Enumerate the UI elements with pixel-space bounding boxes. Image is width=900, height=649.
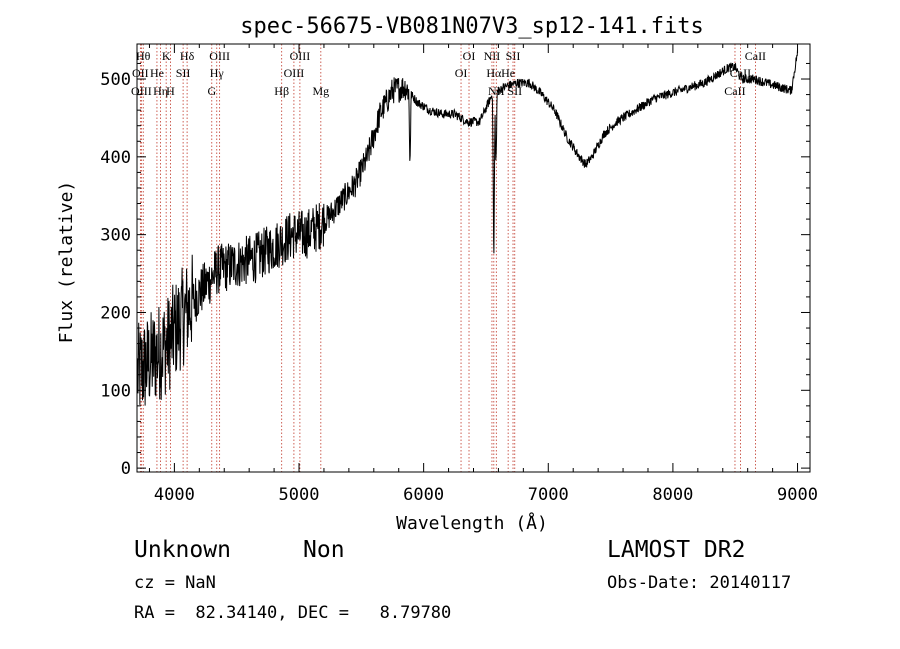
line-marker-label: Hγ bbox=[210, 66, 225, 80]
line-marker-label: OII bbox=[132, 66, 149, 80]
line-marker-label: Mg bbox=[312, 84, 329, 98]
spectrum-polyline bbox=[137, 49, 798, 406]
object-class: Unknown bbox=[134, 537, 231, 563]
line-marker-label: He bbox=[501, 66, 515, 80]
line-marker-label: Hδ bbox=[180, 49, 195, 63]
x-tick-label: 4000 bbox=[154, 485, 195, 505]
object-subclass: Non bbox=[303, 537, 345, 563]
line-marker-label: OI bbox=[463, 49, 476, 63]
chart-title: spec-56675-VB081N07V3_sp12-141.fits bbox=[240, 14, 704, 39]
y-tick-label: 0 bbox=[121, 459, 131, 479]
line-marker-label: K bbox=[162, 49, 171, 63]
line-marker-label: He bbox=[150, 66, 164, 80]
y-tick-label: 100 bbox=[100, 381, 131, 401]
observation-date: Obs-Date: 20140117 bbox=[607, 573, 792, 593]
line-marker-label: OI bbox=[455, 66, 468, 80]
x-axis-ticks: 4000 5000 6000 7000 8000 9000 bbox=[148, 44, 818, 505]
line-marker-label: Hα bbox=[486, 66, 502, 80]
x-tick-label: 8000 bbox=[652, 485, 693, 505]
line-marker-label: CaII bbox=[745, 49, 766, 63]
line-marker-label: Hβ bbox=[274, 84, 289, 98]
line-marker-label: OIII bbox=[284, 66, 305, 80]
y-tick-label: 200 bbox=[100, 303, 131, 323]
line-marker-label: H bbox=[166, 84, 175, 98]
y-tick-label: 300 bbox=[100, 226, 131, 246]
y-axis-label: Flux (relative) bbox=[56, 181, 77, 344]
line-marker-label: Hη bbox=[153, 84, 168, 98]
line-marker-label: OIII bbox=[290, 49, 311, 63]
line-marker-label: NII bbox=[484, 49, 501, 63]
x-tick-label: 5000 bbox=[279, 485, 320, 505]
x-tick-label: 7000 bbox=[528, 485, 569, 505]
y-axis-ticks: 0 100 200 300 400 500 bbox=[100, 62, 810, 479]
line-marker-label: CaII bbox=[724, 84, 745, 98]
y-tick-label: 500 bbox=[100, 70, 131, 90]
line-markers: HθOIIOIIIHeHηKHSIIHδGHγOIIIHβOIIIOIIIMgO… bbox=[131, 44, 766, 472]
x-axis-label: Wavelength (Å) bbox=[396, 512, 548, 534]
spectrum-line bbox=[137, 49, 798, 406]
survey-name: LAMOST DR2 bbox=[607, 537, 746, 563]
line-marker-label: OIII bbox=[209, 49, 230, 63]
line-marker-label: SII bbox=[506, 49, 521, 63]
plot-frame bbox=[136, 43, 811, 473]
y-tick-label: 400 bbox=[100, 148, 131, 168]
x-tick-label: 6000 bbox=[403, 485, 444, 505]
x-tick-label: 9000 bbox=[777, 485, 818, 505]
line-marker-label: OIII bbox=[131, 84, 152, 98]
line-marker-label: SII bbox=[176, 66, 191, 80]
coordinates: RA = 82.34140, DEC = 8.79780 bbox=[134, 603, 452, 623]
redshift-cz: cz = NaN bbox=[134, 573, 216, 593]
line-marker-label: Hθ bbox=[136, 49, 151, 63]
line-marker-label: G bbox=[207, 84, 216, 98]
